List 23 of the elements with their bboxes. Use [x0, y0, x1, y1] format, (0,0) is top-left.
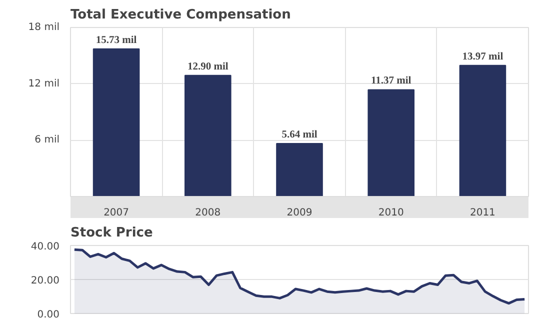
data-label: 15.73 mil	[96, 34, 137, 46]
bar	[184, 74, 232, 196]
chart-title: Total Executive Compensation	[70, 8, 291, 22]
x-tick-label: 2007	[104, 208, 130, 218]
x-tick-label: 2010	[378, 208, 404, 218]
y-tick-label: 12 mil	[28, 78, 60, 90]
y-tick-label: 6 mil	[34, 134, 60, 146]
y-tick-label: 20.00	[30, 276, 60, 286]
data-label: 13.97 mil	[462, 51, 504, 62]
x-tick-label: 2009	[286, 208, 312, 218]
chart-title: Stock Price	[70, 226, 153, 240]
x-tick-label: 2008	[195, 208, 221, 218]
bar	[368, 89, 414, 196]
x-tick-label: 2011	[470, 208, 496, 218]
y-tick-label: 0.00	[37, 310, 60, 320]
bar	[276, 143, 323, 196]
bar	[92, 48, 140, 196]
bar	[459, 64, 506, 196]
y-tick-label: 40.00	[30, 242, 60, 252]
data-label: 12.90 mil	[187, 61, 228, 72]
data-label: 11.37 mil	[370, 76, 412, 87]
y-tick-label: 18 mil	[28, 22, 60, 33]
data-label: 5.64 mil	[282, 130, 318, 141]
